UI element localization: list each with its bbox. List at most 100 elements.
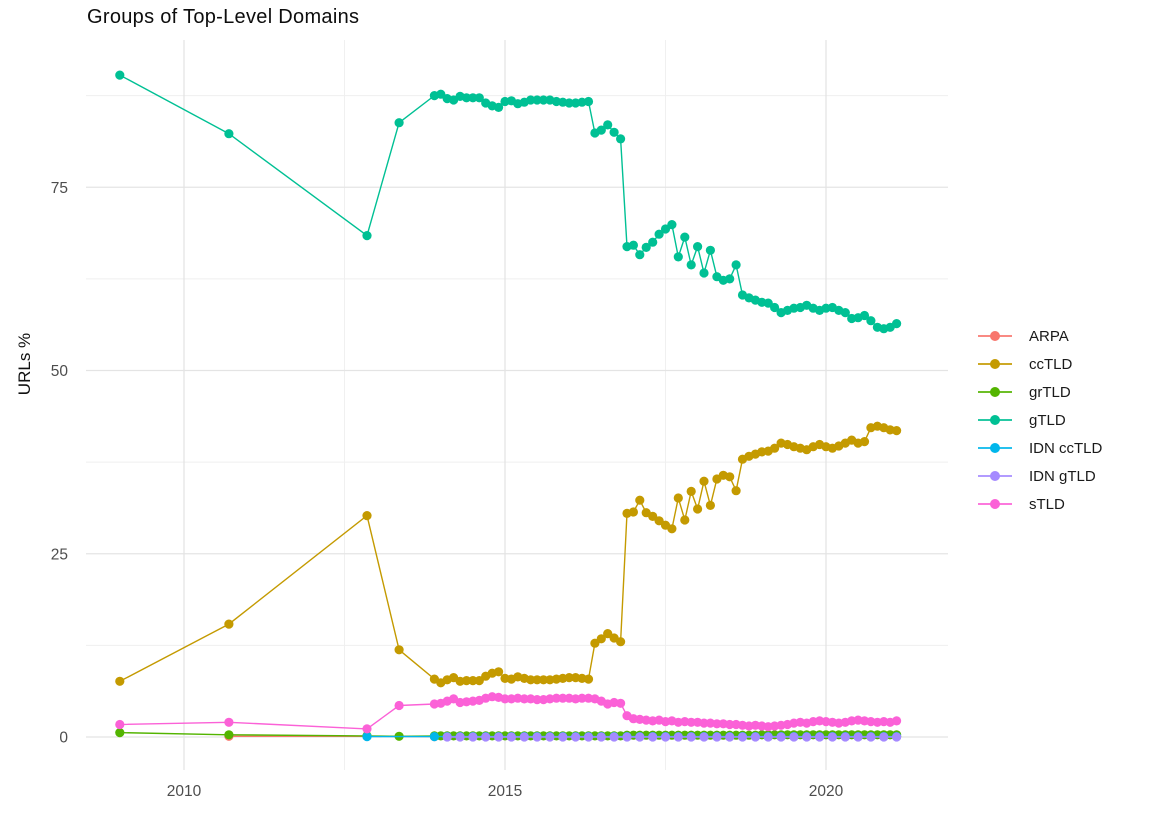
legend-key-icon-gtld [978, 414, 1012, 426]
data-point-idn-gtld [815, 732, 825, 742]
data-point-idn-gtld [545, 732, 555, 742]
legend: ARPA ccTLD grTLD gTLD IDN ccTLD IDN gTLD sTLD [978, 322, 1102, 518]
data-point-cctld [667, 524, 677, 534]
data-point-idn-gtld [879, 732, 889, 742]
data-point-idn-gtld [532, 732, 542, 742]
data-point-stld [699, 718, 709, 728]
legend-dot-swatch [990, 359, 1000, 369]
data-point-cctld [673, 493, 683, 503]
data-point-cctld [616, 637, 626, 647]
data-point-gtld [461, 93, 472, 103]
data-point-gtld [866, 316, 876, 326]
data-point-gtld [468, 93, 478, 103]
data-point-grtld [115, 728, 125, 738]
data-point-gtld [362, 231, 372, 241]
data-point-idn-gtld [506, 732, 516, 742]
legend-dot-swatch [990, 331, 1000, 341]
data-point-cctld [224, 619, 234, 629]
data-point-gtld [648, 237, 658, 247]
data-point-idn-gtld [776, 732, 786, 742]
data-point-cctld [770, 443, 780, 453]
data-point-idn-gtld [442, 732, 452, 742]
data-point-cctld [526, 675, 536, 685]
data-point-idn-gtld [802, 732, 812, 742]
data-point-cctld [859, 437, 870, 447]
data-point-cctld [725, 472, 735, 482]
data-point-gtld [616, 134, 626, 144]
data-point-cctld [892, 426, 902, 436]
data-point-idn-cctld [429, 732, 439, 742]
data-point-idn-gtld [558, 732, 568, 742]
data-point-idn-gtld [686, 732, 696, 742]
legend-label-idn-cctld: IDN ccTLD [1029, 439, 1103, 457]
legend-key-icon-idn-cctld [978, 442, 1012, 454]
legend-key-icon-stld [978, 498, 1012, 510]
data-point-gtld [705, 245, 716, 255]
data-point-stld [362, 724, 372, 734]
data-point-cctld [532, 675, 542, 685]
legend-label-gtld: gTLD [1029, 411, 1066, 429]
data-point-idn-gtld [840, 732, 850, 742]
data-point-gtld [892, 319, 902, 329]
x-tick-label: 2010 [167, 783, 202, 800]
data-point-gtld [224, 129, 234, 139]
data-point-gtld [603, 120, 613, 130]
data-point-cctld [362, 510, 372, 521]
data-point-stld [577, 693, 587, 703]
data-point-gtld [693, 242, 703, 252]
data-point-stld [500, 694, 510, 704]
legend-item-stld: sTLD [978, 490, 1102, 518]
data-point-gtld [532, 95, 542, 105]
data-point-stld [394, 700, 404, 711]
data-point-cctld [394, 645, 404, 655]
data-point-idn-gtld [789, 732, 799, 742]
data-point-idn-gtld [609, 732, 619, 742]
data-point-cctld [628, 507, 639, 517]
data-point-cctld [115, 676, 125, 686]
data-point-idn-gtld [596, 732, 606, 742]
data-point-idn-gtld [892, 732, 902, 742]
data-point-cctld [635, 495, 645, 505]
legend-item-cctld: ccTLD [978, 350, 1102, 378]
data-point-stld [616, 698, 626, 708]
legend-label-cctld: ccTLD [1029, 355, 1073, 373]
data-point-cctld [564, 673, 574, 683]
data-point-gtld [394, 118, 404, 128]
data-point-idn-gtld [571, 732, 581, 742]
data-point-gtld [564, 98, 574, 108]
data-point-idn-gtld [827, 732, 838, 742]
data-point-idn-gtld [494, 732, 504, 742]
data-point-cctld [648, 511, 658, 521]
data-point-idn-gtld [583, 732, 594, 742]
data-point-grtld [224, 730, 234, 740]
data-point-cctld [699, 476, 709, 486]
legend-item-idn-cctld: IDN ccTLD [978, 434, 1102, 462]
data-point-stld [532, 695, 542, 705]
legend-item-idn-gtld: IDN gTLD [978, 462, 1102, 490]
data-point-cctld [686, 486, 696, 496]
legend-dot-swatch [990, 471, 1000, 481]
data-point-cctld [461, 676, 472, 686]
series-line-gtld [119, 74, 897, 330]
data-point-idn-gtld [712, 732, 722, 742]
data-point-idn-gtld [455, 732, 465, 742]
data-point-gtld [731, 260, 741, 270]
data-point-idn-gtld [660, 732, 671, 742]
data-point-cctld [538, 675, 549, 685]
legend-label-stld: sTLD [1029, 495, 1065, 513]
y-tick-label: 0 [59, 730, 68, 747]
legend-item-grtld: grTLD [978, 378, 1102, 406]
y-tick-label: 75 [51, 180, 68, 197]
data-point-gtld [628, 240, 639, 250]
series-line-cctld [119, 425, 897, 684]
legend-dot-swatch [990, 443, 1000, 453]
data-point-gtld [609, 127, 619, 137]
data-point-gtld [474, 93, 484, 103]
data-point-cctld [705, 500, 716, 510]
data-point-gtld [840, 308, 850, 318]
data-point-gtld [763, 298, 773, 308]
data-point-gtld [660, 224, 671, 234]
data-point-stld [519, 694, 529, 704]
data-point-cctld [494, 667, 504, 677]
